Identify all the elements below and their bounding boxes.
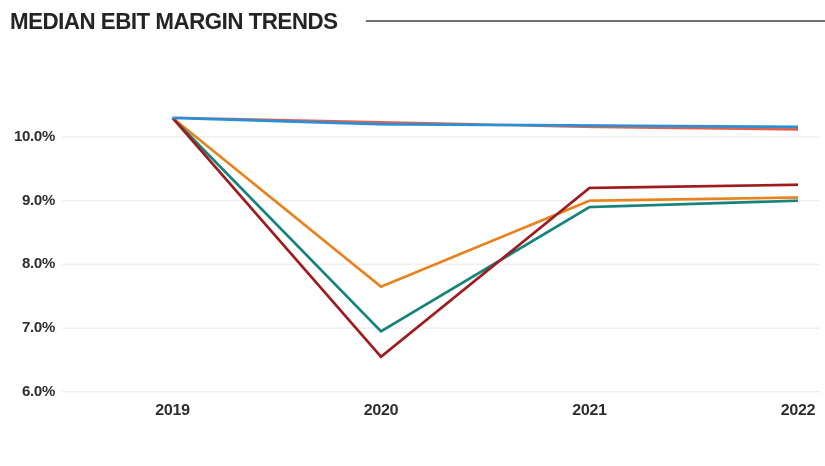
series-orange-line xyxy=(171,116,799,289)
x-axis-tick-label: 2022 xyxy=(780,402,816,419)
series-teal-line xyxy=(171,116,799,333)
x-axis-tick-label: 2019 xyxy=(155,402,190,419)
y-axis-tick-label: 7.0% xyxy=(22,319,55,337)
y-axis-tick-label: 6.0% xyxy=(22,382,55,400)
series-blue-line xyxy=(172,116,799,129)
x-axis-tick-label: 2021 xyxy=(572,402,607,419)
y-axis-tick-label: 10.0% xyxy=(13,128,55,145)
series-dark-red-line xyxy=(171,117,799,359)
x-axis-tick-label: 2020 xyxy=(363,402,399,419)
y-axis-tick-label: 9.0% xyxy=(22,191,55,209)
chart-header: MEDIAN EBIT MARGIN TRENDS xyxy=(0,0,825,40)
title-rule-line xyxy=(365,20,825,22)
y-axis-tick-label: 8.0% xyxy=(22,255,55,273)
page-title: MEDIAN EBIT MARGIN TRENDS xyxy=(10,7,338,34)
